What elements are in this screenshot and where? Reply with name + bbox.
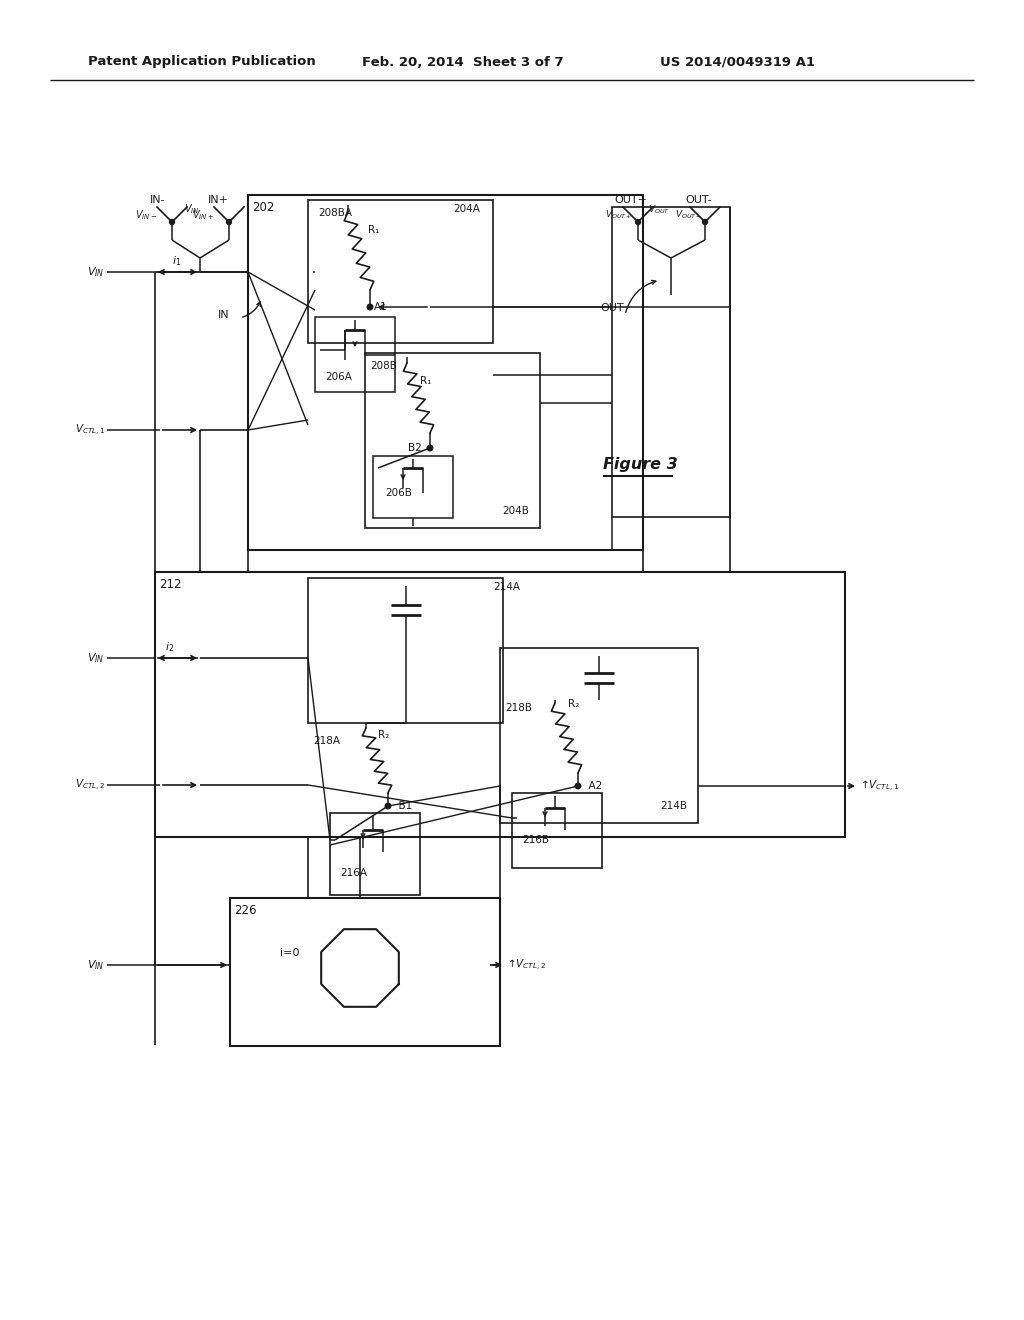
Text: $V_{IN+}$: $V_{IN+}$ xyxy=(193,209,214,222)
Bar xyxy=(230,898,500,1045)
Text: 206B: 206B xyxy=(385,488,412,498)
Text: B1: B1 xyxy=(392,801,413,810)
Text: 212: 212 xyxy=(159,578,181,591)
Text: US 2014/0049319 A1: US 2014/0049319 A1 xyxy=(660,55,815,69)
Text: OUT-: OUT- xyxy=(685,195,712,205)
Bar xyxy=(365,352,540,528)
Text: 202: 202 xyxy=(252,201,274,214)
Text: R₂: R₂ xyxy=(568,700,580,709)
Text: i=0: i=0 xyxy=(280,948,299,958)
Text: $i_2$: $i_2$ xyxy=(165,640,174,653)
Text: $V_{CTL,2}$: $V_{CTL,2}$ xyxy=(75,777,105,792)
Text: IN: IN xyxy=(218,310,229,319)
Text: $V_{IN}$: $V_{IN}$ xyxy=(184,202,200,216)
Circle shape xyxy=(226,219,231,224)
Text: 206A: 206A xyxy=(325,372,352,381)
Text: 208B: 208B xyxy=(370,360,397,371)
Bar xyxy=(612,207,730,517)
Text: 214A: 214A xyxy=(493,582,520,591)
Text: 226: 226 xyxy=(234,904,256,917)
Text: 218A: 218A xyxy=(313,737,340,746)
Text: $i_1$: $i_1$ xyxy=(172,253,181,268)
Text: OUT+: OUT+ xyxy=(614,195,647,205)
Text: $V_{OUT+}$: $V_{OUT+}$ xyxy=(605,209,633,222)
Text: A2: A2 xyxy=(582,781,602,791)
Text: R₁: R₁ xyxy=(368,224,379,235)
Circle shape xyxy=(170,219,174,224)
Text: IN-: IN- xyxy=(150,195,166,205)
Text: 216A: 216A xyxy=(340,869,367,878)
Text: IN+: IN+ xyxy=(208,195,229,205)
Bar xyxy=(512,793,602,869)
Text: $V_{OUT}$: $V_{OUT}$ xyxy=(648,203,670,216)
Text: $↑ V_{CTL,2}$: $↑ V_{CTL,2}$ xyxy=(507,957,546,973)
Text: $V_{IN}$: $V_{IN}$ xyxy=(87,651,105,665)
Bar xyxy=(500,648,698,822)
Bar xyxy=(155,572,845,837)
Text: 214B: 214B xyxy=(660,801,687,810)
Circle shape xyxy=(702,219,708,224)
Bar xyxy=(308,578,503,723)
Text: B2: B2 xyxy=(408,444,422,453)
Text: $V_{IN}$: $V_{IN}$ xyxy=(87,958,105,972)
Text: 204B: 204B xyxy=(502,506,528,516)
Text: R₂: R₂ xyxy=(378,730,389,741)
Text: 208BA: 208BA xyxy=(318,209,352,218)
Text: A1: A1 xyxy=(374,302,388,312)
Circle shape xyxy=(427,445,433,451)
Circle shape xyxy=(575,783,581,789)
Text: 204A: 204A xyxy=(453,205,480,214)
Bar xyxy=(373,455,453,517)
Bar xyxy=(330,813,420,895)
Text: R₁: R₁ xyxy=(420,376,431,385)
Bar xyxy=(248,195,643,550)
Bar xyxy=(308,201,493,343)
Text: $V_{CTL,1}$: $V_{CTL,1}$ xyxy=(75,422,105,437)
Text: $V_{IN}$: $V_{IN}$ xyxy=(87,265,105,279)
Text: $↑ V_{CTL,1}$: $↑ V_{CTL,1}$ xyxy=(860,779,899,793)
Text: $V_{OUT-}$: $V_{OUT-}$ xyxy=(675,209,702,222)
Text: 218B: 218B xyxy=(505,704,532,713)
Text: OUT: OUT xyxy=(600,304,624,313)
Text: Figure 3: Figure 3 xyxy=(603,458,678,473)
Circle shape xyxy=(368,304,373,310)
Circle shape xyxy=(636,219,640,224)
Text: 216B: 216B xyxy=(522,836,549,845)
Text: $V_{IN-}$: $V_{IN-}$ xyxy=(135,209,157,222)
Circle shape xyxy=(385,803,391,809)
Text: Patent Application Publication: Patent Application Publication xyxy=(88,55,315,69)
Text: Feb. 20, 2014  Sheet 3 of 7: Feb. 20, 2014 Sheet 3 of 7 xyxy=(362,55,563,69)
Bar xyxy=(315,317,395,392)
